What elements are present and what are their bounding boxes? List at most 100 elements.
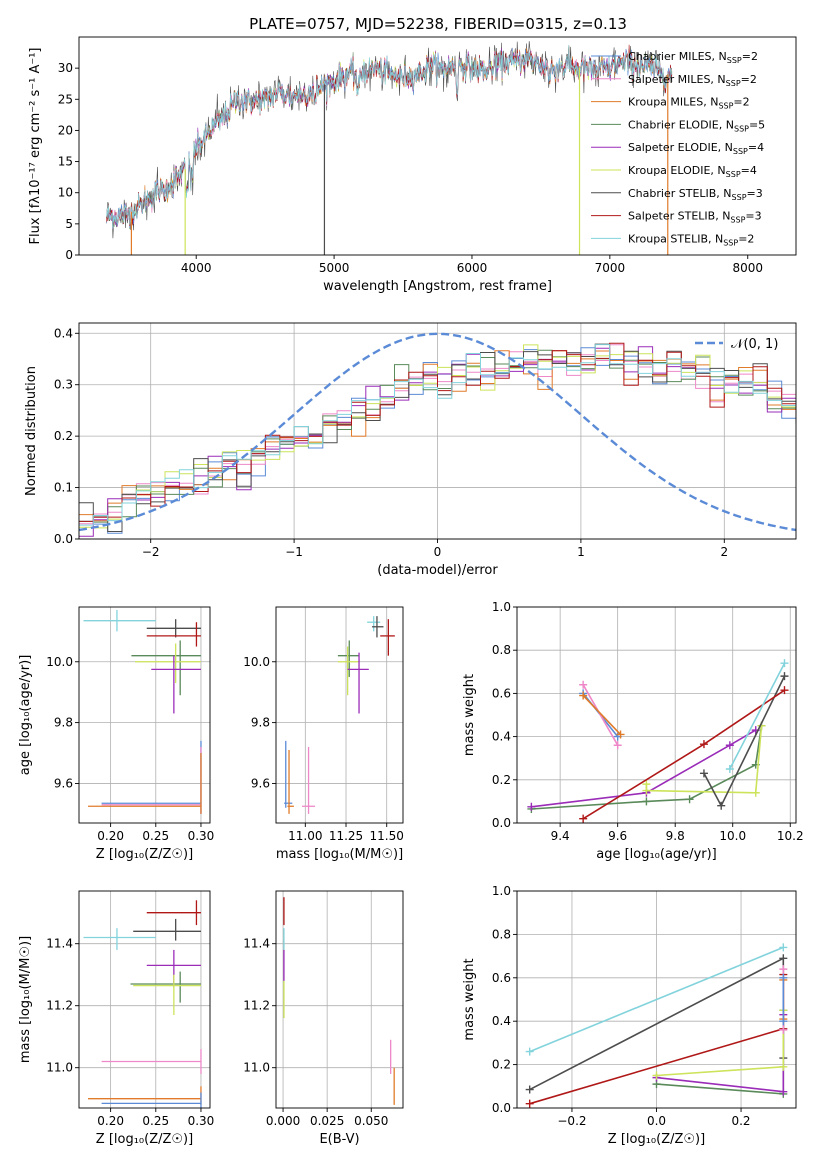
spectrum-frame xyxy=(78,36,797,256)
weight-vs-age-ylabel: mass weight xyxy=(462,674,477,756)
spectrum-xtick-label: 5000 xyxy=(319,261,350,275)
mass-vs-Z-frame xyxy=(78,890,211,1109)
weight-vs-Z-ytick-label: 0.2 xyxy=(492,1058,511,1072)
age-vs-mass-xtick-label: 11.00 xyxy=(288,829,322,843)
weight-vs-age-series xyxy=(579,680,622,750)
weight-vs-age-point-marker xyxy=(642,797,651,806)
residuals-xtick-label: −2 xyxy=(142,545,160,559)
legend-label-sub: SSP xyxy=(726,79,741,88)
residuals-ylabel: Normed distribution xyxy=(24,366,39,496)
age-vs-mass-ytick-label: 9.6 xyxy=(251,776,270,790)
legend-label-main: Chabrier STELIB, N xyxy=(628,187,732,200)
legend-label-sub: SSP xyxy=(718,102,733,111)
weight-vs-age-ytick-label: 0.4 xyxy=(492,730,511,744)
weight-vs-Z-series-line xyxy=(656,1010,785,1095)
spectrum-legend-label: Salpeter ELODIE, NSSP=4 xyxy=(628,141,764,156)
weight-vs-Z-point-marker xyxy=(779,973,788,982)
mass-vs-Z-point xyxy=(88,1086,202,1105)
mass-vs-EBV-axes: 0.000 0.025 0.050 11.0 11.2 11.4 E(B-V) xyxy=(243,891,403,1147)
legend-label-main: Kroupa STELIB, N xyxy=(628,232,723,245)
age-vs-Z-point xyxy=(83,610,156,632)
spectrum-ytick-label: 30 xyxy=(58,61,73,75)
weight-vs-Z-point-marker xyxy=(779,1087,788,1096)
residuals-ytick-label: 0.4 xyxy=(54,326,73,340)
age-vs-Z-point xyxy=(101,740,202,814)
spectrum-legend-label: Salpeter MILES, NSSP=2 xyxy=(628,73,757,88)
residual-histogram-step xyxy=(79,344,796,526)
age-vs-Z-axes: 0.20 0.25 0.30 9.6 9.8 10.0 Z [log₁₀(Z/Z☉)] age… xyxy=(18,607,214,862)
legend-label-main: Chabrier MILES, N xyxy=(628,50,727,63)
age-vs-Z-ytick-label: 10.0 xyxy=(46,655,73,669)
weight-vs-age-ytick-label: 0.2 xyxy=(492,773,511,787)
spectrum-legend-label: Kroupa ELODIE, NSSP=4 xyxy=(628,164,757,179)
legend-label-main: Kroupa ELODIE, N xyxy=(628,164,726,177)
weight-vs-age-point-marker xyxy=(616,730,625,739)
residuals-ytick-label: 0.1 xyxy=(54,481,73,495)
age-vs-mass-point xyxy=(302,746,316,814)
spectrum-legend-label: Chabrier MILES, NSSP=2 xyxy=(628,50,758,65)
legend-label-sub: SSP xyxy=(727,56,742,65)
age-vs-Z-xlabel: Z [log₁₀(Z/Z☉)] xyxy=(96,847,193,862)
age-vs-Z-point xyxy=(135,643,201,684)
mass-vs-Z-xtick-label: 0.20 xyxy=(97,1114,124,1128)
spectrum-ytick-label: 20 xyxy=(58,123,73,137)
legend-label-tail: =2 xyxy=(742,50,758,63)
mass-vs-EBV-ytick-label: 11.0 xyxy=(243,1061,270,1075)
weight-vs-age-ytick-label: 0.0 xyxy=(492,816,511,830)
weight-vs-Z-ytick-label: 0.6 xyxy=(492,971,511,985)
weight-vs-Z-xtick-label: 0.0 xyxy=(647,1114,666,1128)
spectrum-legend-label: Chabrier STELIB, NSSP=3 xyxy=(628,187,763,202)
legend-label-tail: =2 xyxy=(733,96,749,109)
age-vs-mass-axes: 11.00 11.25 11.50 9.6 9.8 10.0 mass [log₁₀(M/M… xyxy=(243,607,404,862)
weight-vs-age-xtick-label: 9.8 xyxy=(666,829,685,843)
weight-vs-age-point-marker xyxy=(699,740,708,749)
age-vs-Z-point xyxy=(88,753,202,814)
spectrum-title: PLATE=0757, MJD=52238, FIBERID=0315, z=0… xyxy=(249,15,627,33)
weight-vs-age-point-marker xyxy=(579,680,588,689)
spectrum-ytick-label: 10 xyxy=(58,186,73,200)
gaussian-curve xyxy=(79,332,796,532)
weight-vs-age-point-marker xyxy=(725,765,734,773)
mass-vs-Z-xtick-label: 0.30 xyxy=(188,1114,215,1128)
mass-vs-Z-point xyxy=(101,1092,202,1108)
mass-vs-Z-point xyxy=(133,918,201,941)
weight-vs-age-ytick-label: 0.8 xyxy=(492,643,511,657)
spectrum-xtick-label: 8000 xyxy=(732,261,763,275)
weight-vs-Z-point-marker xyxy=(779,954,788,963)
mass-vs-EBV-ytick-label: 11.2 xyxy=(243,999,270,1013)
residuals-xtick-label: −1 xyxy=(285,545,303,559)
weight-vs-age-point-marker xyxy=(780,686,789,695)
age-vs-Z-xtick-label: 0.20 xyxy=(97,829,124,843)
weight-vs-Z-ylabel: mass weight xyxy=(462,958,477,1040)
weight-vs-age-point-marker xyxy=(717,801,726,810)
mass-vs-Z-point xyxy=(130,971,201,1003)
spectrum-xlabel: wavelength [Angstrom, rest frame] xyxy=(323,279,552,294)
spectrum-xtick-label: 7000 xyxy=(595,261,626,275)
weight-vs-age-series xyxy=(725,659,789,773)
weight-vs-age-series-line xyxy=(582,684,619,746)
weight-vs-age-series xyxy=(699,672,789,810)
weight-vs-Z-xlabel: Z [log₁₀(Z/Z☉)] xyxy=(608,1132,705,1147)
weight-vs-Z-series-line xyxy=(529,946,784,1053)
age-vs-mass-point xyxy=(337,646,360,696)
weight-vs-Z-series xyxy=(525,943,788,1056)
legend-label-sub: SSP xyxy=(734,124,749,133)
residuals-xtick-label: 1 xyxy=(577,545,585,559)
weight-vs-Z-point-marker xyxy=(525,1047,534,1056)
weight-vs-Z-point-marker xyxy=(779,1017,788,1026)
mass-vs-Z-ytick-label: 11.2 xyxy=(46,999,73,1013)
residual-histogram-step xyxy=(79,349,796,523)
legend-label-sub: SSP xyxy=(733,147,748,156)
age-vs-mass-point xyxy=(284,740,293,808)
mass-vs-EBV-xtick-label: 0.000 xyxy=(266,1114,300,1128)
weight-vs-Z-point-marker xyxy=(525,1085,534,1094)
age-vs-Z-xtick-label: 0.30 xyxy=(188,829,215,843)
age-vs-Z-point xyxy=(151,655,201,714)
weight-vs-Z-series xyxy=(652,1006,788,1080)
weight-vs-age-point-marker xyxy=(579,691,588,700)
legend-label-main: Salpeter STELIB, N xyxy=(628,210,730,223)
weight-vs-age-series xyxy=(642,721,766,797)
weight-vs-age-point-marker xyxy=(613,741,622,750)
residuals-frame xyxy=(78,322,797,540)
legend-label-sub: SSP xyxy=(723,238,738,247)
